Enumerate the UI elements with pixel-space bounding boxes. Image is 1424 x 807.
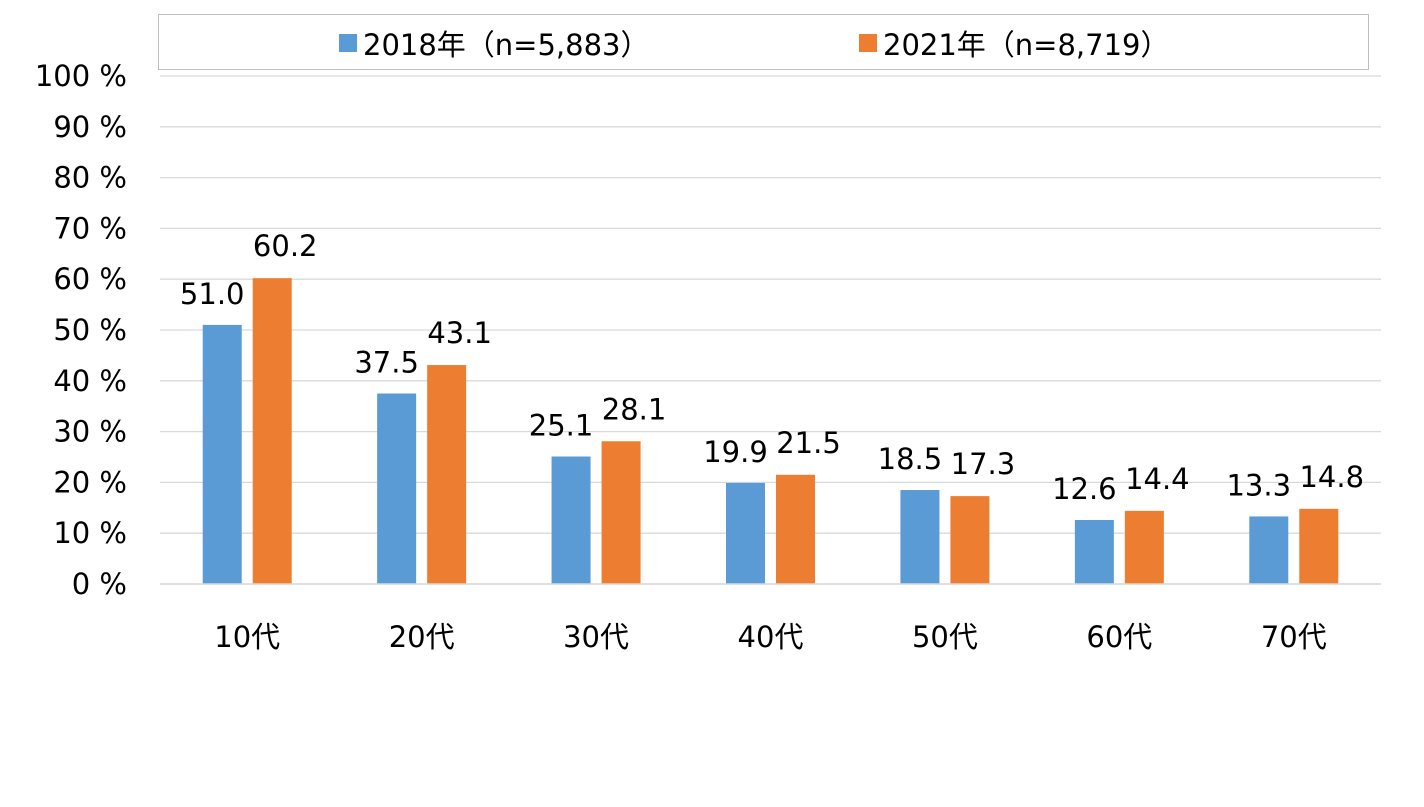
bar-2021 bbox=[776, 474, 815, 584]
legend-item-2018: 2018年（n=5,883） bbox=[339, 27, 650, 62]
y-tick-label: 30 % bbox=[53, 415, 127, 449]
bar-2018 bbox=[551, 456, 591, 584]
legend: 2018年（n=5,883） 2021年（n=8,719） bbox=[158, 14, 1369, 70]
x-tick-label: 70代 bbox=[1261, 620, 1327, 654]
bar-2018 bbox=[1249, 516, 1289, 584]
bar-2018 bbox=[202, 324, 242, 584]
bar-2021 bbox=[1299, 508, 1339, 584]
data-label: 17.3 bbox=[951, 447, 1016, 481]
legend-swatch-2018 bbox=[339, 34, 357, 52]
data-label: 13.3 bbox=[1226, 468, 1291, 502]
data-label: 12.6 bbox=[1052, 472, 1117, 506]
bar-2018 bbox=[900, 490, 940, 584]
x-tick-label: 30代 bbox=[563, 620, 629, 654]
y-tick-label: 80 % bbox=[53, 161, 127, 195]
data-labels: 51.060.2 37.543.1 25.1 28.1 19.9 21.5 18.5 17.3… bbox=[180, 229, 1364, 506]
x-tick-label: 50代 bbox=[912, 620, 978, 654]
legend-swatch-2021 bbox=[859, 34, 877, 52]
bar-2018 bbox=[377, 393, 417, 584]
data-label: 37.5 bbox=[354, 346, 419, 380]
x-tick-label: 20代 bbox=[389, 620, 455, 654]
legend-label-2021: 2021年（n=8,719） bbox=[883, 28, 1170, 62]
data-label: 43.1 bbox=[427, 316, 492, 350]
bar-2021 bbox=[1124, 510, 1164, 584]
x-tick-label: 60代 bbox=[1086, 620, 1152, 654]
gridlines bbox=[160, 75, 1381, 585]
y-tick-label: 100 % bbox=[35, 59, 127, 93]
y-tick-label: 50 % bbox=[53, 313, 127, 347]
bar-2021 bbox=[601, 441, 641, 584]
y-tick-label: 90 % bbox=[53, 110, 127, 144]
x-axis: 10代 20代 30代 40代 50代 60代 70代 bbox=[160, 583, 1381, 654]
bar-2021 bbox=[950, 496, 990, 584]
legend-label-2018: 2018年（n=5,883） bbox=[363, 28, 650, 62]
data-label: 19.9 bbox=[703, 435, 768, 469]
data-label: 21.5 bbox=[776, 426, 841, 460]
y-tick-label: 10 % bbox=[53, 516, 127, 550]
bars bbox=[202, 278, 1339, 584]
bar-2018 bbox=[726, 482, 765, 584]
y-tick-label: 60 % bbox=[53, 262, 127, 296]
y-tick-label: 40 % bbox=[53, 364, 127, 398]
legend-item-2021: 2021年（n=8,719） bbox=[859, 27, 1170, 62]
y-tick-label: 70 % bbox=[53, 211, 127, 245]
data-label: 25.1 bbox=[529, 408, 594, 442]
bar-2021 bbox=[427, 365, 467, 584]
y-axis: 0 % 10 % 20 % 30 % 40 % 50 % 60 % 70 % 80 % 90 % 1… bbox=[35, 59, 127, 601]
x-tick-label: 40代 bbox=[738, 620, 804, 654]
data-label: 14.4 bbox=[1125, 462, 1190, 496]
data-label: 14.8 bbox=[1299, 460, 1364, 494]
bar-2018 bbox=[1074, 519, 1114, 584]
x-tick-label: 10代 bbox=[214, 620, 280, 654]
bar-2021 bbox=[252, 278, 292, 584]
y-tick-label: 0 % bbox=[72, 567, 127, 601]
y-tick-label: 20 % bbox=[53, 465, 127, 499]
data-label: 51.0 bbox=[180, 277, 245, 311]
data-label: 60.2 bbox=[253, 229, 318, 263]
data-label: 28.1 bbox=[602, 392, 667, 426]
data-label: 18.5 bbox=[878, 442, 943, 476]
